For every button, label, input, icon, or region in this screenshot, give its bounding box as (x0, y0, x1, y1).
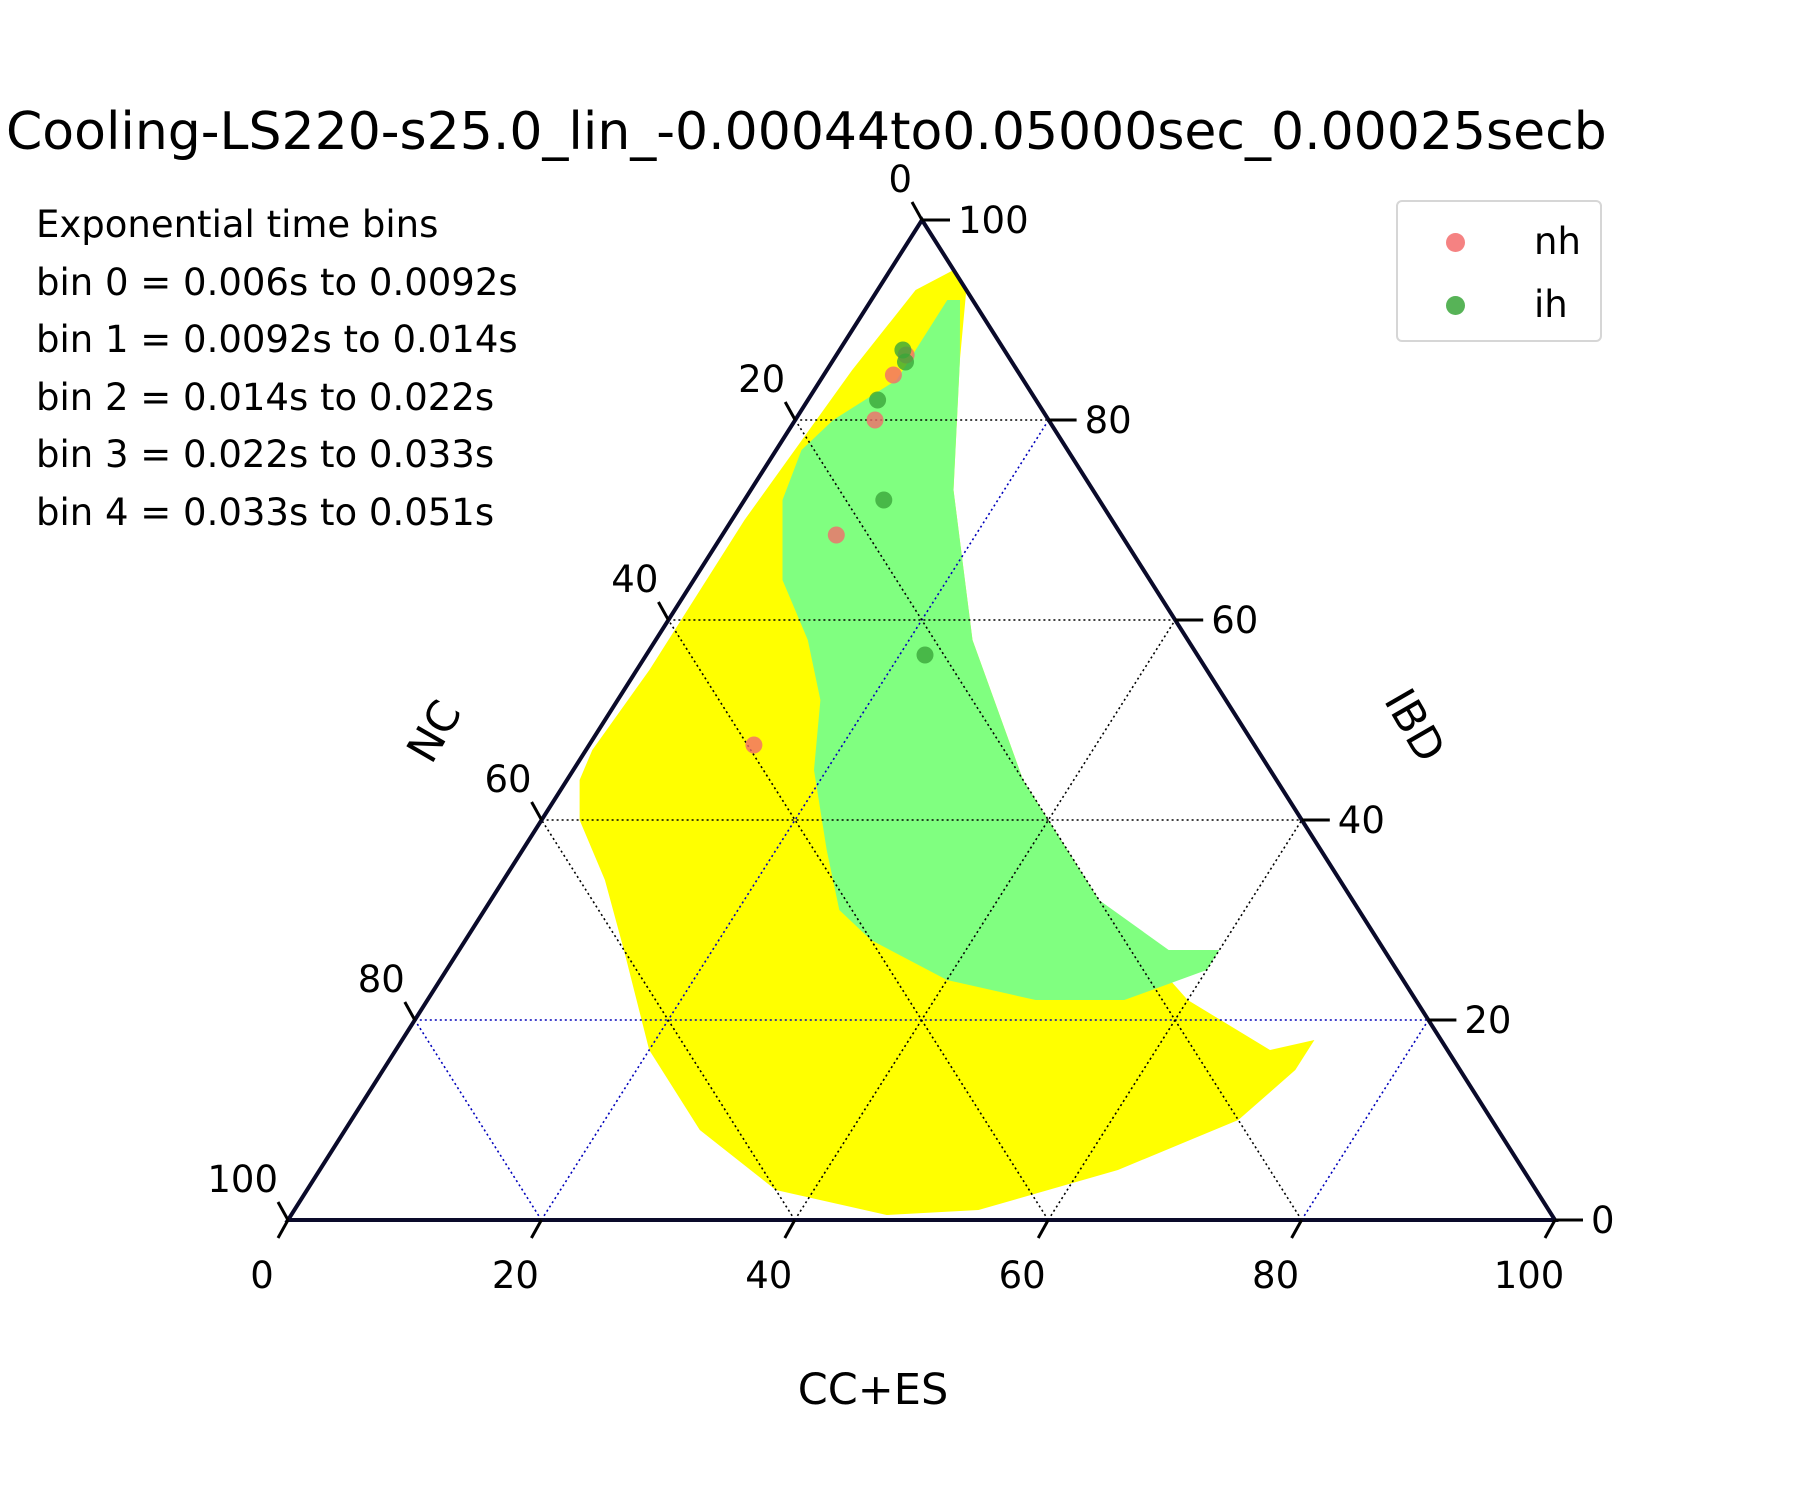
regions-layer (579, 270, 1315, 1215)
gridlines (414, 419, 1430, 1221)
point-ih (897, 353, 914, 371)
gridline-bottom-40 (794, 619, 1176, 1221)
right-tick-label: 60 (1211, 599, 1258, 642)
chart-title: Cooling-LS220-s25.0_lin_-0.00044to0.0500… (6, 102, 1607, 162)
legend-label-ih: ih (1534, 283, 1568, 326)
gridline-left-40 (667, 619, 1049, 1221)
left-tick-label: 0 (888, 158, 912, 201)
left-tick (657, 601, 670, 621)
bottom-tick-label: 40 (745, 1254, 792, 1297)
left-tick (530, 801, 543, 821)
bottom-tick (1036, 1219, 1050, 1239)
triangle-outline (284, 216, 1559, 1222)
bottom-tick (530, 1219, 543, 1239)
triangle-frame (284, 216, 1559, 1222)
right-tick-label: 80 (1085, 399, 1132, 442)
legend-marker-ih (1446, 296, 1465, 315)
bin-annotations: Exponential time bins bin 0 = 0.006s to … (36, 196, 518, 541)
legend-item-ih: ih (1398, 279, 1600, 329)
annotation-line: Exponential time bins (36, 203, 439, 246)
annotation-line: bin 4 = 0.033s to 0.051s (36, 490, 495, 534)
right-tick-label: 20 (1464, 999, 1511, 1042)
legend-label-nh: nh (1534, 220, 1581, 263)
bottom-tick (276, 1219, 290, 1239)
left-tick (783, 401, 797, 421)
point-ih (916, 646, 934, 664)
points-layer (745, 341, 934, 754)
right-tick-label: 100 (958, 199, 1029, 242)
right-tick-label: 40 (1338, 799, 1385, 842)
gridline-bottom-60 (1047, 819, 1303, 1221)
left-tick-label: 20 (738, 358, 785, 401)
bottom-tick (783, 1219, 797, 1239)
gridline-bottom-80 (1300, 1019, 1430, 1221)
left-tick (910, 201, 924, 221)
right-tick-label: 0 (1591, 1199, 1615, 1242)
point-nh (884, 366, 902, 384)
left-tick-label: 40 (611, 558, 658, 601)
point-ih (869, 391, 887, 409)
legend-item-nh: nh (1398, 216, 1600, 266)
bottom-tick-label: 80 (1252, 1254, 1299, 1297)
annotation-line: bin 1 = 0.0092s to 0.014s (36, 318, 518, 361)
bottom-tick-label: 100 (1494, 1254, 1565, 1297)
right-axis-label: IBD (1374, 681, 1455, 771)
legend: nh ih (1396, 200, 1602, 342)
bottom-axis-label: CC+ES (798, 1365, 949, 1415)
bottom-tick (1543, 1219, 1557, 1239)
point-ih (875, 491, 893, 509)
left-axis-label: NC (398, 692, 472, 771)
left-tick (403, 1001, 417, 1021)
left-tick-label: 100 (207, 1158, 278, 1201)
gridline-left-60 (540, 819, 796, 1221)
left-tick-label: 60 (485, 758, 532, 801)
left-tick-label: 80 (358, 958, 405, 1001)
bottom-tick-label: 0 (250, 1254, 274, 1297)
bottom-tick (1290, 1219, 1303, 1239)
bottom-tick-label: 60 (999, 1254, 1046, 1297)
bottom-tick-label: 20 (492, 1254, 539, 1297)
point-nh (745, 736, 763, 754)
axis-ticks: 0 20 40 60 80 100 0 20 40 60 80 100 0 20 40 60 80 100 (207, 158, 1614, 1297)
annotation-line: bin 0 = 0.006s to 0.0092s (36, 260, 518, 304)
annotation-line: bin 3 = 0.022s to 0.033s (36, 433, 495, 476)
point-nh (866, 411, 884, 429)
left-tick (276, 1201, 290, 1221)
legend-marker-nh (1446, 233, 1465, 252)
point-nh (827, 526, 845, 544)
annotation-line: bin 2 = 0.014s to 0.022s (36, 375, 495, 419)
gridline-left-80 (414, 1019, 543, 1221)
region-ih (782, 300, 1220, 1000)
